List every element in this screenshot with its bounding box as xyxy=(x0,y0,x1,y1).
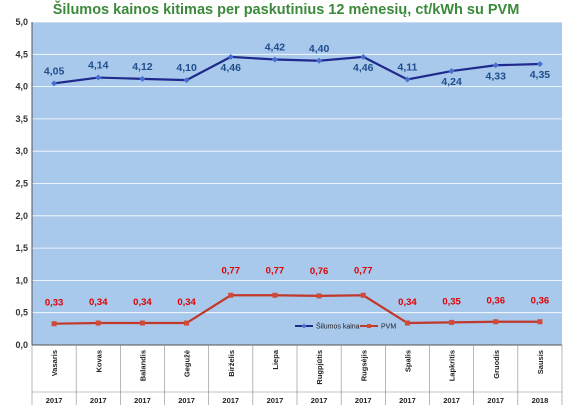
data-label: 4,12 xyxy=(132,61,153,73)
series-silumos-kaina-point xyxy=(51,80,58,87)
series-pvm-point xyxy=(272,292,278,298)
data-label: 0,33 xyxy=(45,298,64,309)
series-silumos-kaina-point xyxy=(404,76,411,83)
x-tick-label: Vasaris xyxy=(50,350,59,376)
data-label: 0,34 xyxy=(398,297,417,308)
x-year-label: 2017 xyxy=(443,396,460,405)
y-tick-label: 2,5 xyxy=(15,179,28,189)
x-year-label: 2017 xyxy=(267,396,284,405)
series-silumos-kaina-point xyxy=(316,57,323,64)
data-label: 4,35 xyxy=(530,69,551,81)
x-tick-label: Liepa xyxy=(271,349,280,369)
series-pvm-point xyxy=(404,320,410,326)
data-label: 0,36 xyxy=(531,296,550,307)
data-label: 4,10 xyxy=(176,62,197,74)
data-label: 0,36 xyxy=(487,296,506,307)
y-tick-label: 1,5 xyxy=(15,243,28,253)
x-year-label: 2017 xyxy=(355,396,372,405)
data-label: 4,46 xyxy=(221,62,242,74)
y-tick-label: 5,0 xyxy=(15,17,28,27)
series-pvm-point xyxy=(537,319,543,325)
series-silumos-kaina-point xyxy=(139,75,146,82)
x-tick-label: Spalis xyxy=(403,350,412,372)
x-tick-label: Balandis xyxy=(138,350,147,381)
x-year-label: 2017 xyxy=(90,396,107,405)
data-label: 4,24 xyxy=(441,76,462,88)
y-tick-label: 3,5 xyxy=(15,114,28,124)
series-pvm-point xyxy=(95,320,101,326)
series-silumos-kaina-point xyxy=(183,77,190,84)
data-label: 0,77 xyxy=(354,265,373,276)
data-label: 0,77 xyxy=(266,265,285,276)
x-tick-label: Lapkritis xyxy=(448,350,457,381)
x-year-label: 2017 xyxy=(399,396,416,405)
legend-label: PVM xyxy=(381,324,396,331)
y-tick-label: 3,0 xyxy=(15,146,28,156)
x-year-label: 2018 xyxy=(532,396,549,405)
x-year-label: 2017 xyxy=(46,396,63,405)
series-pvm-line xyxy=(54,294,540,325)
series-silumos-kaina-point xyxy=(448,68,455,75)
series-pvm-point xyxy=(184,320,190,326)
series-pvm-point xyxy=(228,292,234,298)
series-silumos-kaina-point xyxy=(95,74,102,81)
series-pvm-point xyxy=(139,320,145,326)
x-year-label: 2017 xyxy=(311,396,328,405)
series-pvm-point xyxy=(51,321,57,327)
data-label: 4,42 xyxy=(265,41,286,53)
data-label: 4,40 xyxy=(309,43,330,55)
x-tick-label: Sausis xyxy=(536,350,545,374)
chart-title: Šilumos kainos kitimas per paskutinius 1… xyxy=(52,2,520,18)
data-label: 4,14 xyxy=(88,60,109,72)
legend-label: Šilumos kaina xyxy=(316,322,360,331)
series-silumos-kaina-line xyxy=(53,55,540,85)
data-label: 4,11 xyxy=(397,61,417,73)
data-label: 0,35 xyxy=(442,296,461,307)
x-tick-label: Birželis xyxy=(227,350,236,377)
data-label: 0,34 xyxy=(177,297,196,308)
x-year-label: 2017 xyxy=(222,396,239,405)
legend-marker xyxy=(301,323,307,329)
y-tick-label: 4,0 xyxy=(15,82,28,92)
series-silumos-kaina-point xyxy=(360,53,367,60)
series-pvm-point xyxy=(360,292,366,298)
x-year-label: 2017 xyxy=(178,396,195,405)
x-year-label: 2017 xyxy=(134,396,151,405)
x-tick-label: Rugpjūtis xyxy=(315,350,324,385)
x-tick-label: Gegužė xyxy=(183,350,192,377)
series-pvm-point xyxy=(493,319,499,325)
data-label: 4,46 xyxy=(353,62,374,74)
series-silumos-kaina-point xyxy=(492,62,499,69)
y-tick-label: 0,5 xyxy=(15,308,28,318)
data-label: 4,05 xyxy=(44,65,65,77)
series-silumos-kaina-point xyxy=(271,56,278,63)
y-tick-label: 4,5 xyxy=(15,49,28,59)
series-pvm-point xyxy=(316,293,322,299)
data-label: 0,77 xyxy=(222,265,241,276)
x-year-label: 2017 xyxy=(487,396,504,405)
y-tick-label: 2,0 xyxy=(15,211,28,221)
x-tick-label: Rugsėjis xyxy=(359,350,368,381)
x-tick-label: Gruodis xyxy=(492,350,501,379)
y-tick-label: 0,0 xyxy=(15,340,28,350)
series-silumos-kaina-point xyxy=(227,53,234,60)
series-pvm-point xyxy=(449,319,455,325)
data-label: 4,33 xyxy=(486,70,507,82)
legend-marker xyxy=(367,324,371,328)
series-silumos-kaina-point xyxy=(536,60,543,67)
data-label: 0,34 xyxy=(89,297,108,308)
x-tick-label: Kovas xyxy=(94,350,103,373)
y-tick-label: 1,0 xyxy=(15,275,28,285)
data-label: 0,34 xyxy=(133,297,152,308)
data-label: 0,76 xyxy=(310,266,329,277)
